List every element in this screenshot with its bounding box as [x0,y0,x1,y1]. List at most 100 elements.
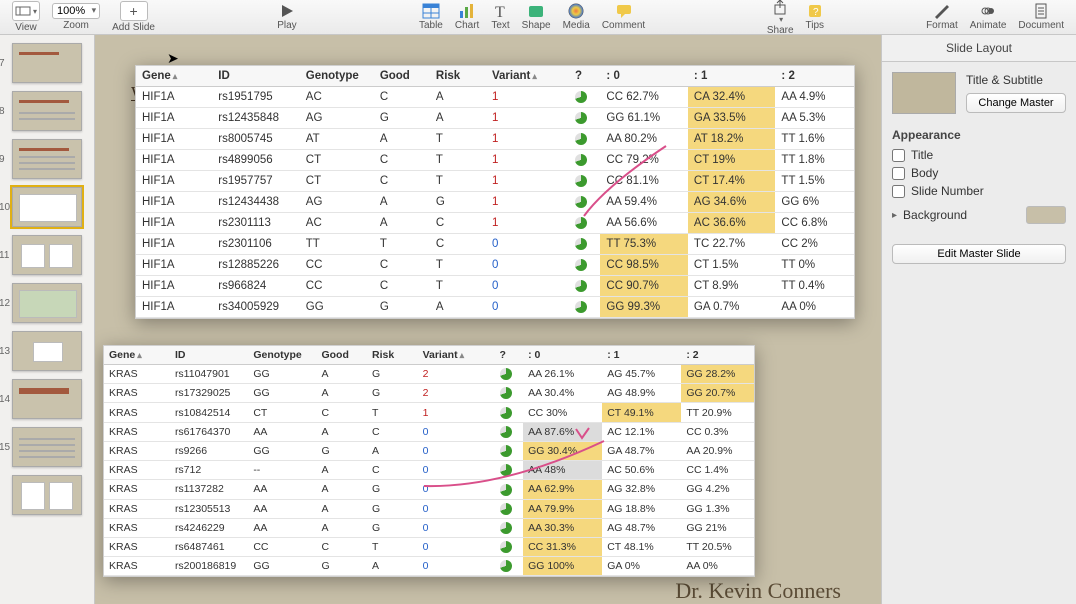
column-header[interactable]: Genotype [300,66,374,87]
column-header[interactable] [479,346,494,365]
toolbar-label-text: Text [491,20,509,31]
table-row[interactable]: HIF1Ars4899056CTCT1CC 79.2%CT 19%TT 1.8% [136,150,854,171]
document-button[interactable]: Document [1018,3,1064,31]
column-header[interactable]: Variant▴ [486,66,553,87]
pie-icon [500,407,512,419]
table-row[interactable]: HIF1Ars8005745ATAT1AA 80.2%AT 18.2%TT 1.… [136,129,854,150]
toolbar-label-play: Play [277,20,296,31]
media-icon [567,3,585,19]
column-header[interactable]: : 2 [681,346,754,365]
view-menu[interactable]: ▾ View [12,1,40,33]
column-header[interactable]: : 0 [600,66,688,87]
table-row[interactable]: KRASrs61764370AAAC0AA 87.6%AC 12.1%CC 0.… [104,422,754,441]
zoom-control[interactable]: 100% Zoom [52,3,100,31]
master-thumbnail[interactable] [892,72,956,114]
column-header[interactable] [155,346,170,365]
toolbar-label-animate: Animate [970,20,1007,31]
table-row[interactable]: KRASrs12305513AAAG0AA 79.9%AG 18.8%GG 1.… [104,499,754,518]
animate-button[interactable]: Animate [970,3,1007,31]
column-header[interactable]: Risk [430,66,486,87]
table-row[interactable]: KRASrs10842514CTCT1CC 30%CT 49.1%TT 20.9… [104,403,754,422]
table-row[interactable]: KRASrs11047901GGAG2AA 26.1%AG 45.7%GG 28… [104,365,754,384]
slide-thumbnail[interactable]: 15 [12,427,82,467]
slide-thumbnail[interactable]: 14 [12,379,82,419]
play-button[interactable]: Play [277,3,297,31]
zoom-value[interactable]: 100% [52,3,100,19]
column-header[interactable]: Risk [367,346,418,365]
tips-button[interactable]: ? Tips [806,3,825,31]
pie-icon [575,154,587,166]
text-icon: T [491,3,509,19]
column-header[interactable]: ? [495,346,524,365]
gene-table-hif1a[interactable]: Gene▴ IDGenotypeGoodRiskVariant▴?: 0: 1: … [135,65,855,319]
table-row[interactable]: KRASrs4246229AAAG0AA 30.3%AG 48.7%GG 21% [104,518,754,537]
background-color-well[interactable] [1026,206,1066,224]
column-header[interactable]: ID [170,346,248,365]
column-header[interactable]: ID [212,66,300,87]
slide-thumbnail[interactable]: 11 [12,235,82,275]
table-row[interactable]: KRASrs17329025GGAG2AA 30.4%AG 48.9%GG 20… [104,384,754,403]
table-row[interactable]: HIF1Ars2301113ACAC1AA 56.6%AC 36.6%CC 6.… [136,213,854,234]
pie-icon [575,133,587,145]
table-button[interactable]: Table [419,3,443,31]
play-icon [277,3,297,19]
share-button[interactable]: ▾ Share [767,0,794,36]
table-row[interactable]: KRASrs712--AC0AA 48%AC 50.6%CC 1.4% [104,461,754,480]
slide-thumbnail[interactable] [12,475,82,515]
column-header[interactable]: : 2 [775,66,854,87]
edit-master-button[interactable]: Edit Master Slide [892,244,1066,264]
column-header[interactable]: Good [316,346,367,365]
column-header[interactable]: : 1 [602,346,681,365]
change-master-button[interactable]: Change Master [966,93,1066,113]
column-header[interactable]: ? [569,66,600,87]
table-row[interactable]: HIF1Ars2301106TTTC0TT 75.3%TC 22.7%CC 2% [136,234,854,255]
chart-button[interactable]: Chart [455,3,479,31]
comment-icon [615,3,633,19]
column-header[interactable]: Variant▴ [418,346,480,365]
body-checkbox[interactable]: Body [892,166,1066,180]
column-header[interactable]: : 0 [523,346,602,365]
media-button[interactable]: Media [563,3,590,31]
column-header[interactable]: Genotype [248,346,316,365]
table-row[interactable]: KRASrs9266GGGA0GG 30.4%GA 48.7%AA 20.9% [104,441,754,460]
comment-button[interactable]: Comment [602,3,645,31]
gene-table-kras[interactable]: Gene▴ IDGenotypeGoodRiskVariant▴?: 0: 1: … [103,345,755,577]
slide-thumbnail[interactable]: 8 [12,91,82,131]
text-button[interactable]: T Text [491,3,509,31]
slide-thumbnail[interactable]: 7 [12,43,82,83]
table-row[interactable]: HIF1Ars34005929GGGA0GG 99.3%GA 0.7%AA 0% [136,297,854,318]
column-header[interactable]: Gene▴ [136,66,197,87]
table-row[interactable]: HIF1Ars12885226CCCT0CC 98.5%CT 1.5%TT 0% [136,255,854,276]
column-header[interactable]: Gene▴ [104,346,155,365]
animate-icon [979,3,997,19]
inspector-tab[interactable]: Slide Layout [882,35,1076,62]
column-header[interactable] [197,66,213,87]
pie-icon [500,445,512,457]
slide-canvas[interactable]: ➤ W Dr. Kevin Conners Gene▴IDGenotypeGoo… [95,35,881,604]
table-row[interactable]: KRASrs1137282AAAG0AA 62.9%AG 32.8%GG 4.2… [104,480,754,499]
shape-button[interactable]: Shape [522,3,551,31]
table-row[interactable]: KRASrs200186819GGGA0GG 100%GA 0%AA 0% [104,557,754,576]
slide-thumbnail[interactable]: 10 [12,187,82,227]
shape-icon [527,3,545,19]
table-row[interactable]: HIF1Ars12435848AGGA1GG 61.1%GA 33.5%AA 5… [136,108,854,129]
slide-thumbnail[interactable]: 12 [12,283,82,323]
column-header[interactable] [553,66,569,87]
table-row[interactable]: HIF1Ars12434438AGAG1AA 59.4%AG 34.6%GG 6… [136,192,854,213]
toolbar-label-chart: Chart [455,20,479,31]
table-row[interactable]: KRASrs6487461CCCT0CC 31.3%CT 48.1%TT 20.… [104,537,754,556]
add-slide-button[interactable]: + Add Slide [112,1,155,33]
slide-navigator[interactable]: 7 8 9 10 11 12 13 14 15 [0,35,95,604]
slide-thumbnail[interactable]: 13 [12,331,82,371]
table-row[interactable]: HIF1Ars966824CCCT0CC 90.7%CT 8.9%TT 0.4% [136,276,854,297]
table-row[interactable]: HIF1Ars1951795ACCA1CC 62.7%CA 32.4%AA 4.… [136,87,854,108]
background-row[interactable]: ▸Background [892,206,1066,224]
slide-number-checkbox[interactable]: Slide Number [892,184,1066,198]
svg-text:?: ? [813,7,819,18]
format-button[interactable]: Format [926,3,958,31]
column-header[interactable]: : 1 [688,66,776,87]
slide-thumbnail[interactable]: 9 [12,139,82,179]
title-checkbox[interactable]: Title [892,148,1066,162]
column-header[interactable]: Good [374,66,430,87]
table-row[interactable]: HIF1Ars1957757CTCT1CC 81.1%CT 17.4%TT 1.… [136,171,854,192]
